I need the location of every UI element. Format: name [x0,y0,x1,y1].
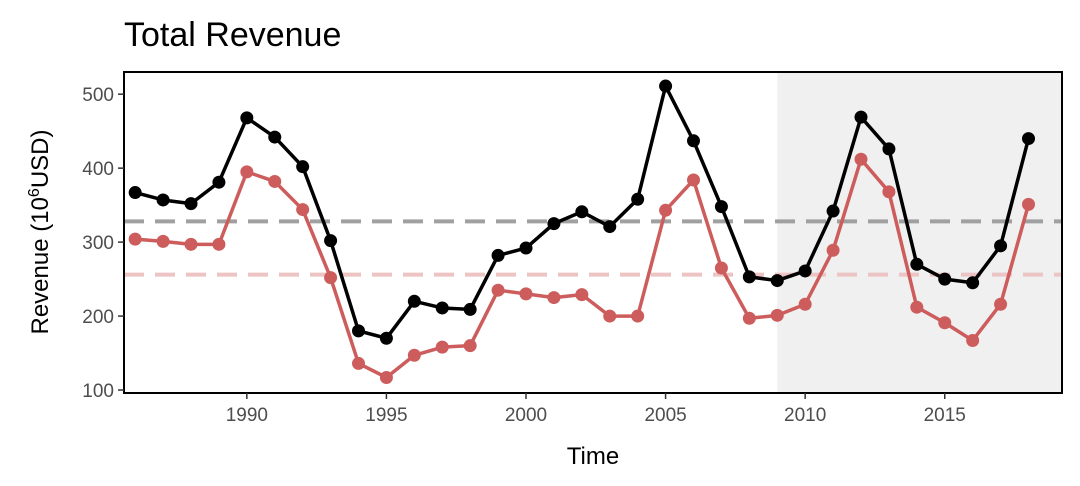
series-1-point [268,130,282,144]
series-1-point [742,270,756,284]
x-tick-label: 1995 [365,405,407,426]
x-tick-label: 2000 [505,405,547,426]
series-1-point [296,160,310,174]
x-tick-label: 2015 [924,405,966,426]
series-2-point [603,309,617,323]
series-1-point [1022,132,1035,146]
series-2-point [268,174,282,188]
series-2-point [882,185,896,199]
series-1-point [910,257,924,271]
y-axis-title-suffix: USD) [27,129,54,188]
y-axis-title-prefix: Revenue (10 [27,197,54,334]
plot-border [123,71,1063,394]
y-tick-label: 300 [82,233,114,254]
series-2-point [184,237,198,251]
series-1-point [826,204,840,218]
series-2-point [519,287,533,301]
series-1-point [156,193,170,207]
series-1-point [687,134,700,148]
chart-title: Total Revenue [124,16,341,54]
x-tick-label: 1990 [226,405,268,426]
series-1-point [352,324,365,338]
series-1-point [994,239,1008,253]
series-2-point [938,316,952,330]
series-2-point [714,261,728,275]
series-2-point [742,311,756,325]
series-2-point [212,237,226,251]
y-axis-title: Revenue (106USD) [26,129,54,334]
series-2-point [352,356,365,370]
series-2-point [770,308,784,322]
series-1-point [603,220,617,234]
series-2-point [240,165,254,179]
series-2-point [575,288,589,302]
series-1-point [435,301,449,315]
y-tick-label: 200 [82,307,114,328]
y-tick-label: 500 [82,85,114,106]
series-1-point [547,217,561,231]
series-2-point [435,340,449,354]
series-2-point [687,173,700,187]
series-2-point [547,291,561,305]
series-2-point [296,203,310,217]
series-1-point [575,205,589,219]
series-1-point [882,142,896,156]
x-tick-label: 2010 [784,405,826,426]
series-2-point [631,309,645,323]
series-2-point [910,300,924,314]
series-1-point [212,175,226,189]
series-2-point [128,232,142,246]
y-axis-title-sup: 6 [26,188,43,197]
series-1-point [128,186,142,200]
x-axis-title: Time [567,443,619,470]
series-1-point [659,79,673,93]
series-2-point [826,243,840,257]
series-1-point [407,294,421,308]
series-1-point [240,111,254,125]
series-2-point [407,348,421,362]
plot-area: 100 200 300 400 500 1990 1995 2000 2005 2010 2015 [82,71,1063,426]
series-1-point [379,331,393,345]
series-2-point [379,370,393,384]
series-2-point [491,283,505,297]
series-2-point [994,297,1008,311]
series-2-point [324,271,338,285]
series-1-point [714,200,728,214]
x-tick-label: 2005 [644,405,686,426]
series-1-point [938,272,952,286]
series-2-point [156,234,170,248]
series-2-point [798,297,812,311]
series-2-point [463,339,477,353]
series-1-point [463,302,477,316]
series-1-point [770,274,784,288]
series-1-point [854,110,868,124]
series-1-point [184,197,198,211]
series-1-point [324,234,338,248]
series-2-point [659,203,673,217]
series-1-point [519,241,533,255]
series-1-point [631,192,645,206]
series-1-point [798,264,812,278]
y-tick-label: 100 [82,381,114,402]
series-2-point [966,333,980,347]
series-1-point [491,248,505,262]
y-tick-label: 400 [82,159,114,180]
series-1-point [966,276,980,290]
series-2-point [854,152,868,166]
series-2-point [1022,197,1035,211]
